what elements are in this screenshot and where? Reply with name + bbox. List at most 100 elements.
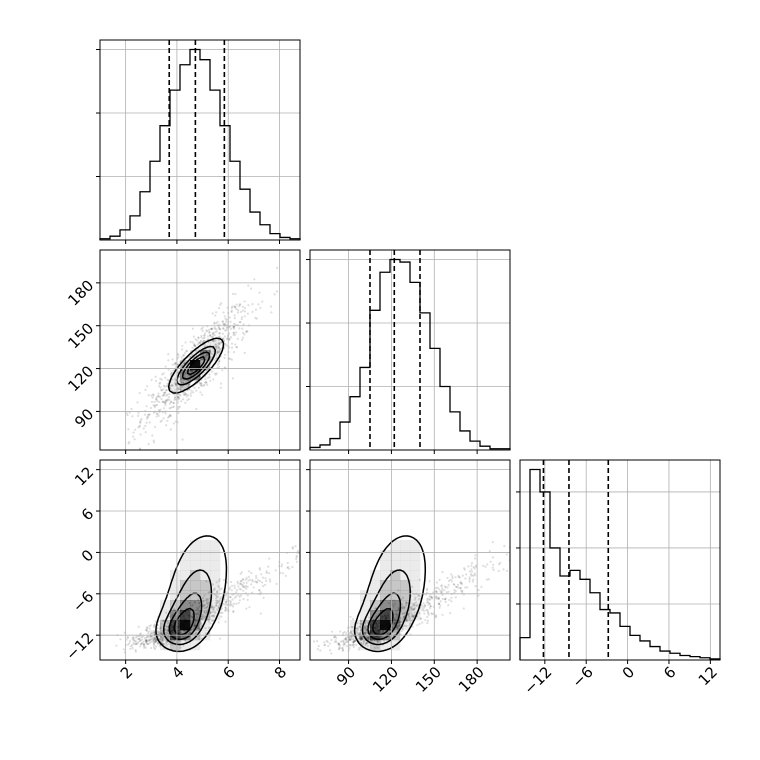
scatter-point bbox=[194, 618, 197, 622]
scatter-point bbox=[238, 327, 241, 330]
scatter-point bbox=[438, 602, 441, 606]
scatter-point bbox=[195, 618, 198, 621]
scatter-point bbox=[130, 645, 133, 648]
scatter-point bbox=[188, 631, 192, 634]
scatter-point bbox=[431, 613, 434, 616]
scatter-point bbox=[472, 574, 475, 577]
scatter-point bbox=[436, 586, 439, 589]
scatter-point bbox=[422, 609, 425, 612]
scatter-point bbox=[352, 641, 355, 644]
scatter-point bbox=[295, 557, 298, 561]
scatter-point bbox=[165, 631, 168, 635]
scatter-point bbox=[167, 416, 170, 419]
scatter-point bbox=[225, 601, 228, 604]
scatter-point bbox=[179, 640, 182, 643]
density-cell bbox=[190, 540, 201, 551]
scatter-point bbox=[211, 339, 214, 342]
scatter-point bbox=[454, 590, 457, 593]
scatter-point bbox=[193, 625, 196, 628]
scatter-point bbox=[232, 610, 235, 614]
scatter-point bbox=[168, 393, 171, 396]
scatter-point bbox=[148, 625, 151, 628]
scatter-point bbox=[457, 576, 460, 579]
scatter-point bbox=[402, 615, 405, 618]
scatter-point bbox=[208, 373, 211, 376]
scatter-point bbox=[491, 556, 495, 559]
scatter-point bbox=[125, 412, 128, 415]
scatter-point bbox=[341, 640, 344, 643]
scatter-point bbox=[184, 639, 187, 642]
density-cell bbox=[180, 620, 191, 631]
scatter-point bbox=[432, 591, 435, 594]
scatter-point bbox=[200, 382, 203, 385]
scatter-point bbox=[199, 351, 202, 354]
scatter-point bbox=[235, 595, 238, 598]
contour-line bbox=[367, 592, 402, 641]
scatter-point bbox=[658, 475, 660, 477]
density-cell bbox=[390, 610, 401, 621]
scatter-point bbox=[154, 620, 157, 623]
scatter-point bbox=[136, 401, 139, 404]
scatter-point bbox=[179, 394, 182, 397]
scatter-point bbox=[217, 601, 220, 604]
scatter-point bbox=[168, 407, 171, 410]
scatter-point bbox=[134, 428, 137, 431]
scatter-point bbox=[456, 583, 460, 587]
scatter-point bbox=[408, 622, 412, 625]
density-cell bbox=[180, 550, 191, 561]
scatter-point bbox=[138, 637, 141, 640]
scatter-point bbox=[350, 644, 353, 647]
scatter-point bbox=[209, 379, 212, 382]
scatter-point bbox=[295, 560, 298, 563]
scatter-point bbox=[160, 636, 163, 639]
scatter-point bbox=[173, 393, 176, 396]
scatter-point bbox=[219, 303, 222, 306]
scatter-point bbox=[401, 618, 405, 621]
scatter-point bbox=[452, 583, 455, 586]
scatter-point bbox=[203, 615, 206, 618]
joint-panel-2: 90 120 150 180 bbox=[306, 459, 660, 696]
scatter-point bbox=[190, 389, 193, 392]
scatter-point bbox=[399, 617, 402, 620]
scatter-point bbox=[410, 619, 413, 622]
scatter-point bbox=[161, 639, 164, 642]
scatter-point bbox=[364, 626, 367, 629]
scatter-point bbox=[215, 322, 218, 325]
scatter-point bbox=[349, 639, 352, 642]
scatter-point bbox=[379, 636, 383, 639]
scatter-point bbox=[396, 625, 399, 628]
scatter-point bbox=[350, 632, 354, 635]
scatter-point bbox=[477, 594, 480, 597]
scatter-point bbox=[360, 637, 363, 640]
scatter-point bbox=[240, 316, 244, 319]
scatter-point bbox=[237, 309, 240, 312]
scatter-point bbox=[243, 300, 246, 303]
scatter-point bbox=[127, 428, 130, 431]
scatter-point bbox=[284, 574, 287, 578]
scatter-point bbox=[171, 406, 174, 409]
scatter-point bbox=[139, 645, 142, 648]
scatter-point bbox=[203, 334, 206, 337]
scatter-point bbox=[165, 640, 168, 643]
scatter-point bbox=[413, 603, 416, 606]
scatter-point bbox=[158, 630, 161, 633]
scatter-point bbox=[247, 575, 250, 579]
scatter-point bbox=[211, 619, 214, 622]
scatter-point bbox=[151, 434, 154, 437]
scatter-point bbox=[153, 400, 156, 403]
scatter-point bbox=[261, 576, 265, 579]
scatter-point bbox=[291, 566, 294, 569]
scatter-point bbox=[394, 617, 397, 620]
scatter-point bbox=[191, 346, 194, 349]
scatter-point bbox=[172, 405, 175, 408]
scatter-point bbox=[86, 460, 88, 462]
scatter-point bbox=[364, 502, 366, 504]
joint-frame bbox=[99, 459, 301, 661]
scatter-point bbox=[195, 608, 198, 612]
scatter-point bbox=[437, 598, 440, 601]
scatter-point bbox=[204, 355, 207, 358]
scatter-point bbox=[131, 647, 134, 650]
scatter-point bbox=[208, 366, 211, 369]
scatter-point bbox=[191, 616, 194, 619]
scatter-point bbox=[239, 588, 243, 591]
